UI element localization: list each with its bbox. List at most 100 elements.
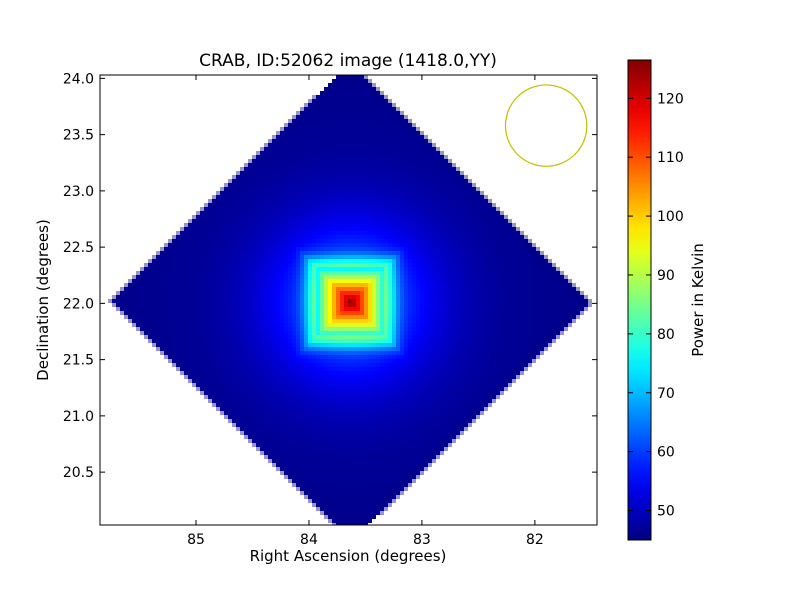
heatmap-cell [296, 139, 300, 143]
heatmap-cell [344, 287, 348, 291]
heatmap-cell [340, 167, 344, 171]
heatmap-cell [228, 247, 232, 251]
heatmap-cell [448, 235, 452, 239]
heatmap-cell [420, 155, 424, 159]
heatmap-cell [264, 347, 268, 351]
heatmap-cell [396, 339, 400, 343]
heatmap-cell [488, 223, 492, 227]
heatmap-cell [380, 251, 384, 255]
heatmap-cell [508, 267, 512, 271]
heatmap-cell [212, 239, 216, 243]
heatmap-cell [216, 207, 220, 211]
heatmap-cell [368, 235, 372, 239]
heatmap-cell [280, 227, 284, 231]
heatmap-cell [292, 319, 296, 323]
heatmap-cell [356, 255, 360, 259]
heatmap-cell [424, 235, 428, 239]
heatmap-cell [416, 251, 420, 255]
heatmap-cell [268, 211, 272, 215]
heatmap-cell [524, 343, 528, 347]
heatmap-cell [352, 247, 356, 251]
heatmap-cell [484, 267, 488, 271]
heatmap-cell [356, 135, 360, 139]
heatmap-cell [308, 215, 312, 219]
heatmap-cell [408, 287, 412, 291]
heatmap-cell [428, 251, 432, 255]
heatmap-cell [304, 183, 308, 187]
heatmap-cell [392, 107, 396, 111]
heatmap-cell [400, 183, 404, 187]
heatmap-cell [376, 115, 380, 119]
heatmap-cell [436, 207, 440, 211]
heatmap-cell [184, 223, 188, 227]
heatmap-cell [488, 251, 492, 255]
heatmap-cell [220, 287, 224, 291]
heatmap-cell [404, 155, 408, 159]
heatmap-cell [380, 291, 384, 295]
heatmap-cell [180, 331, 184, 335]
heatmap-cell [172, 251, 176, 255]
heatmap-cell [200, 311, 204, 315]
heatmap-cell [396, 223, 400, 227]
heatmap-cell [312, 247, 316, 251]
heatmap-cell [164, 255, 168, 259]
heatmap-cell [400, 339, 404, 343]
heatmap-cell [328, 191, 332, 195]
heatmap-cell [344, 75, 348, 79]
heatmap-cell [532, 339, 536, 343]
heatmap-cell [180, 243, 184, 247]
heatmap-cell [380, 223, 384, 227]
heatmap-cell [168, 255, 172, 259]
heatmap-cell [300, 215, 304, 219]
heatmap-cell [268, 143, 272, 147]
heatmap-cell [168, 323, 172, 327]
heatmap-cell [412, 147, 416, 151]
heatmap-cell [360, 147, 364, 151]
heatmap-cell [200, 347, 204, 351]
heatmap-cell [424, 327, 428, 331]
heatmap-cell [340, 255, 344, 259]
heatmap-cell [288, 299, 292, 303]
heatmap-cell [324, 263, 328, 267]
heatmap-cell [548, 271, 552, 275]
heatmap-cell [488, 207, 492, 211]
heatmap-cell [272, 263, 276, 267]
heatmap-cell [356, 139, 360, 143]
heatmap-cell [308, 207, 312, 211]
heatmap-cell [380, 175, 384, 179]
heatmap-cell [504, 287, 508, 291]
heatmap-cell [292, 279, 296, 283]
heatmap-cell [372, 83, 376, 87]
heatmap-cell [216, 263, 220, 267]
heatmap-cell [424, 243, 428, 247]
heatmap-cell [156, 283, 160, 287]
heatmap-cell [448, 179, 452, 183]
heatmap-cell [292, 223, 296, 227]
heatmap-cell [444, 339, 448, 343]
heatmap-cell [184, 247, 188, 251]
heatmap-cell [320, 347, 324, 351]
heatmap-cell [264, 315, 268, 319]
heatmap-cell [136, 275, 140, 279]
heatmap-cell [372, 247, 376, 251]
heatmap-cell [296, 191, 300, 195]
heatmap-cell [460, 267, 464, 271]
heatmap-cell [448, 207, 452, 211]
heatmap-cell [296, 343, 300, 347]
heatmap-cell [468, 255, 472, 259]
heatmap-cell [532, 307, 536, 311]
heatmap-cell [476, 335, 480, 339]
heatmap-cell [468, 251, 472, 255]
heatmap-cell [480, 211, 484, 215]
heatmap-cell [164, 243, 168, 247]
heatmap-cell [344, 347, 348, 351]
heatmap-cell [388, 223, 392, 227]
heatmap-cell [384, 279, 388, 283]
heatmap-cell [548, 343, 552, 347]
heatmap-cell [316, 151, 320, 155]
heatmap-cell [420, 187, 424, 191]
heatmap-cell [256, 159, 260, 163]
heatmap-cell [440, 223, 444, 227]
heatmap-cell [348, 295, 352, 299]
heatmap-cell [288, 191, 292, 195]
